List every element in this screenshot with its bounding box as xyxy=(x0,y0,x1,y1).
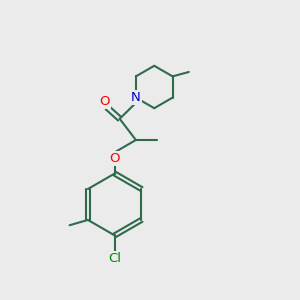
Text: O: O xyxy=(100,95,110,108)
Text: Cl: Cl xyxy=(108,252,121,265)
Text: O: O xyxy=(110,152,120,165)
Text: N: N xyxy=(131,91,141,104)
